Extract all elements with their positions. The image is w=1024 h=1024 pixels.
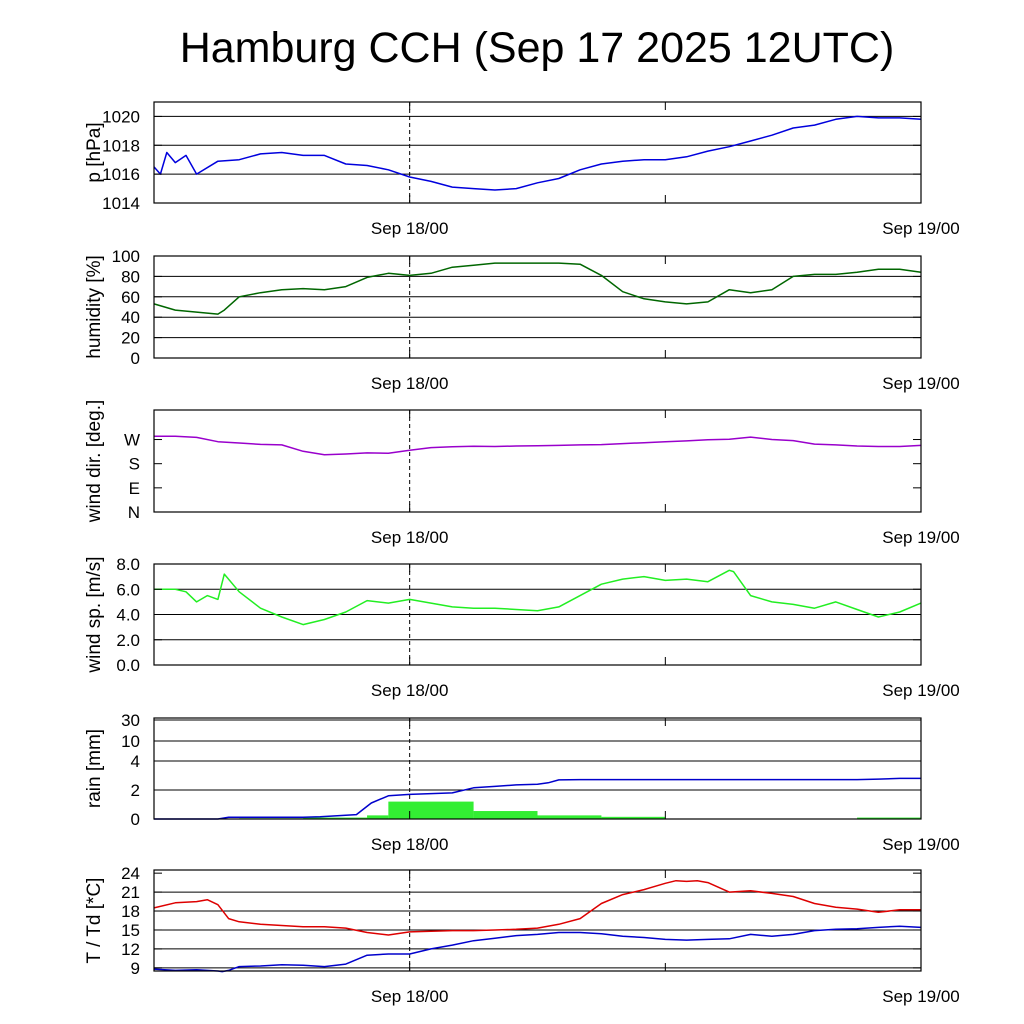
x-tick-label: Sep 18/00 — [371, 835, 449, 854]
y-tick-label: 0 — [131, 349, 140, 368]
y-tick-label: 8.0 — [116, 555, 140, 574]
y-tick-label: 21 — [121, 883, 140, 902]
y-tick-label: 20 — [121, 329, 140, 348]
rain-bar — [857, 817, 921, 819]
y-tick-label: 15 — [121, 921, 140, 940]
x-tick-label: Sep 18/00 — [371, 681, 449, 700]
x-tick-label: Sep 19/00 — [882, 681, 960, 700]
y-tick-label: 12 — [121, 940, 140, 959]
plot-frame — [153, 101, 922, 204]
x-tick-label: Sep 18/00 — [371, 219, 449, 238]
y-tick-label: 0.0 — [116, 656, 140, 675]
x-tick-label: Sep 19/00 — [882, 528, 960, 547]
y-axis-label: rain [mm] — [84, 729, 105, 808]
y-tick-label: 100 — [112, 247, 140, 266]
rain-bar — [388, 801, 474, 819]
panel-pressure: 1014 1016 1018 1020 Sep 18/00 Sep 19/00 p [hPa… — [84, 101, 960, 238]
rain-bar — [303, 817, 368, 819]
rain-bar — [367, 815, 389, 819]
y-tick-label: 4 — [131, 752, 140, 771]
y-tick-label: W — [124, 431, 140, 450]
y-tick-label: S — [129, 455, 140, 474]
y-tick-label: 2 — [131, 781, 140, 800]
x-tick-label: Sep 19/00 — [882, 835, 960, 854]
x-tick-label: Sep 19/00 — [882, 987, 960, 1006]
panel-rain: 0 2 410 30 Sep 18/00 Sep 19/00 rain [mm] — [84, 711, 960, 854]
y-axis-label: humidity [%] — [84, 255, 105, 358]
y-tick-label: 60 — [121, 288, 140, 307]
plot-frame — [153, 869, 922, 972]
y-tick-label: 1020 — [102, 107, 140, 126]
y-tick-label: 30 — [121, 711, 140, 730]
chart-title: Hamburg CCH (Sep 17 2025 12UTC) — [179, 24, 895, 72]
y-axis-label: T / Td [*C] — [84, 878, 105, 964]
x-tick-label: Sep 19/00 — [882, 219, 960, 238]
series-line-0 — [153, 115, 922, 191]
y-tick-label: 40 — [121, 308, 140, 327]
series-line-0 — [154, 435, 922, 456]
x-tick-label: Sep 18/00 — [371, 528, 449, 547]
x-tick-label: Sep 18/00 — [371, 987, 449, 1006]
plot-frame — [153, 255, 922, 359]
y-tick-label: 1016 — [102, 165, 140, 184]
rain-bar — [601, 816, 666, 819]
series-line-0 — [154, 569, 922, 626]
y-axis-label: p [hPa] — [84, 122, 105, 182]
y-tick-label: 1014 — [102, 194, 140, 213]
y-axis-label: wind sp. [m/s] — [84, 556, 105, 673]
y-tick-label: 80 — [121, 267, 140, 286]
y-tick-label: E — [129, 479, 140, 498]
series-line-1 — [153, 925, 922, 973]
series-line-0 — [153, 879, 921, 936]
plot-frame — [153, 717, 922, 820]
panel-wind-speed: 0.0 2.0 4.0 6.0 8.0 Sep 18/00 Sep 19/00 wind sp… — [84, 555, 960, 700]
plot-frame — [153, 409, 922, 513]
rain-bar — [473, 811, 538, 819]
x-tick-label: Sep 18/00 — [371, 374, 449, 393]
y-tick-label: N — [128, 503, 140, 522]
y-tick-label: 6.0 — [116, 580, 140, 599]
y-axis-label: wind dir. [deg.] — [84, 400, 105, 524]
y-tick-label: 18 — [121, 902, 140, 921]
x-tick-label: Sep 19/00 — [882, 374, 960, 393]
y-tick-label: 0 — [131, 810, 140, 829]
series-line-0 — [154, 777, 921, 820]
series-line-0 — [153, 262, 922, 315]
y-tick-label: 10 — [121, 732, 140, 751]
y-tick-label: 4.0 — [116, 606, 140, 625]
y-tick-label: 9 — [131, 959, 140, 978]
y-tick-label: 2.0 — [116, 631, 140, 650]
y-tick-label: 24 — [121, 864, 140, 883]
rain-bar — [537, 815, 602, 819]
y-tick-label: 1018 — [102, 136, 140, 155]
